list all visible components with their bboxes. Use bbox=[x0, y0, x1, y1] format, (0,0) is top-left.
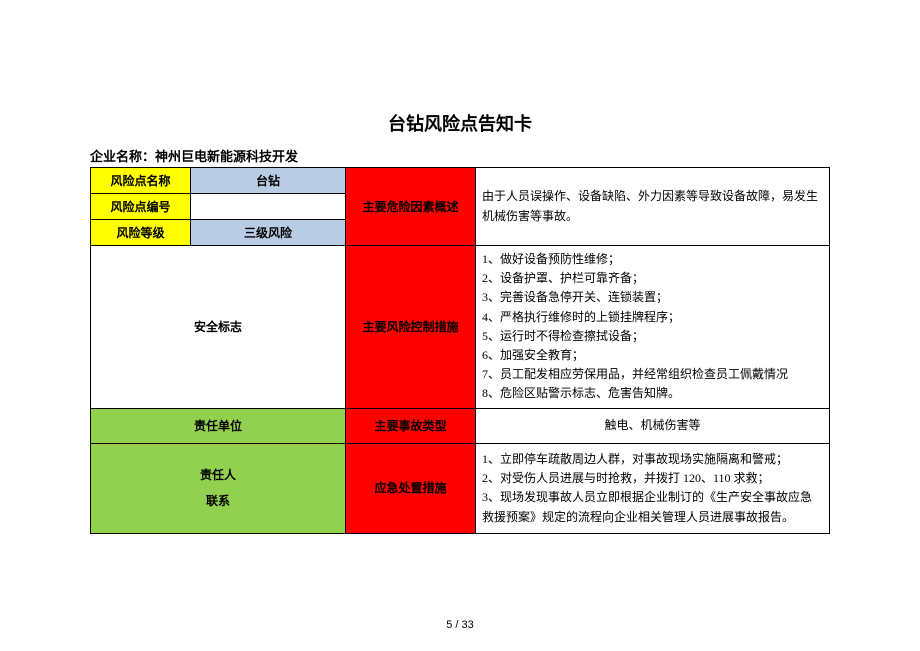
list-item: 5、运行时不得检查擦拭设备； bbox=[482, 327, 823, 346]
label-main-control: 主要风险控制措施 bbox=[346, 246, 476, 409]
list-item: 6、加强安全教育； bbox=[482, 346, 823, 365]
label-responsible-contact: 责任人 联系 bbox=[91, 443, 346, 533]
label-responsible-unit: 责任单位 bbox=[91, 408, 346, 443]
label-risk-point-name: 风险点名称 bbox=[91, 168, 191, 194]
document-title: 台钻风险点告知卡 bbox=[90, 110, 830, 136]
page-container: 台钻风险点告知卡 企业名称：神州巨电新能源科技开发 风险点名称 台钻 主要危险因… bbox=[0, 0, 920, 534]
label-contact: 联系 bbox=[206, 494, 230, 508]
list-item: 1、做好设备预防性维修； bbox=[482, 250, 823, 269]
risk-card-table: 风险点名称 台钻 主要危险因素概述 由于人员误操作、设备缺陷、外力因素等导致设备… bbox=[90, 167, 830, 534]
value-risk-level: 三级风险 bbox=[191, 220, 346, 246]
table-row: 责任单位 主要事故类型 触电、机械伤害等 bbox=[91, 408, 830, 443]
company-name: 企业名称：神州巨电新能源科技开发 bbox=[90, 146, 830, 165]
table-row: 责任人 联系 应急处置措施 1、立即停车疏散周边人群，对事故现场实施隔离和警戒；… bbox=[91, 443, 830, 533]
value-accident-type: 触电、机械伤害等 bbox=[476, 408, 830, 443]
list-item: 3、现场发现事故人员立即根据企业制订的《生产安全事故应急救援预案》规定的流程向企… bbox=[482, 488, 823, 526]
list-item: 8、危险区贴警示标志、危害告知牌。 bbox=[482, 384, 823, 403]
table-row: 风险点名称 台钻 主要危险因素概述 由于人员误操作、设备缺陷、外力因素等导致设备… bbox=[91, 168, 830, 194]
value-hazard-desc: 由于人员误操作、设备缺陷、外力因素等导致设备故障，易发生机械伤害等事故。 bbox=[476, 168, 830, 246]
list-item: 2、设备护罩、护栏可靠齐备； bbox=[482, 269, 823, 288]
label-risk-level: 风险等级 bbox=[91, 220, 191, 246]
table-row: 安全标志 主要风险控制措施 1、做好设备预防性维修； 2、设备护罩、护栏可靠齐备… bbox=[91, 246, 830, 409]
label-hazard-desc: 主要危险因素概述 bbox=[346, 168, 476, 246]
list-item: 3、完善设备急停开关、连锁装置； bbox=[482, 288, 823, 307]
label-accident-type: 主要事故类型 bbox=[346, 408, 476, 443]
label-safety-sign: 安全标志 bbox=[91, 246, 346, 409]
emergency-measures-cell: 1、立即停车疏散周边人群，对事故现场实施隔离和警戒； 2、对受伤人员进展与时抢救… bbox=[476, 443, 830, 533]
list-item: 1、立即停车疏散周边人群，对事故现场实施隔离和警戒； bbox=[482, 450, 823, 469]
list-item: 7、员工配发相应劳保用品，并经常组织检查员工佩戴情况 bbox=[482, 365, 823, 384]
control-measures-cell: 1、做好设备预防性维修； 2、设备护罩、护栏可靠齐备； 3、完善设备急停开关、连… bbox=[476, 246, 830, 409]
label-risk-point-code: 风险点编号 bbox=[91, 194, 191, 220]
page-number: 5 / 33 bbox=[0, 619, 920, 631]
list-item: 4、严格执行维修时的上锁挂牌程序； bbox=[482, 308, 823, 327]
label-emergency: 应急处置措施 bbox=[346, 443, 476, 533]
label-responsible-person: 责任人 bbox=[200, 468, 236, 482]
value-risk-point-name: 台钻 bbox=[191, 168, 346, 194]
list-item: 2、对受伤人员进展与时抢救，并拨打 120、110 求救； bbox=[482, 469, 823, 488]
value-risk-point-code bbox=[191, 194, 346, 220]
